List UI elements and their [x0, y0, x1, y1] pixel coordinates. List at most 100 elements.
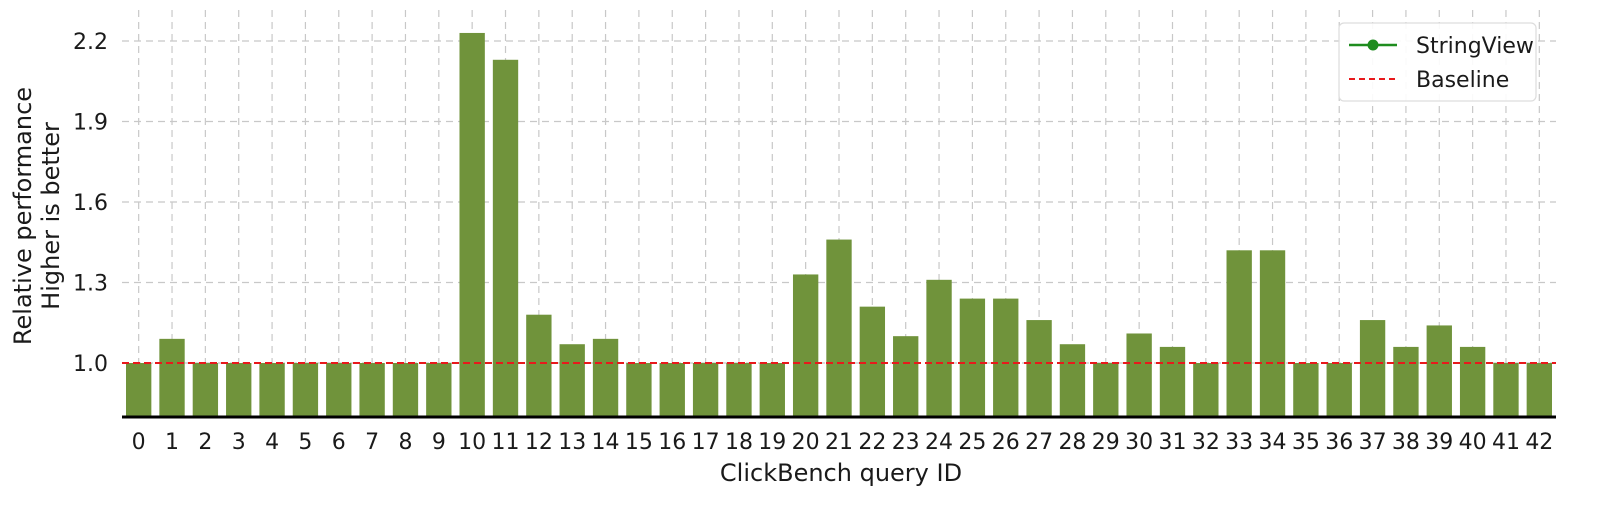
bar-query-26 [993, 298, 1019, 416]
bar-query-25 [959, 298, 986, 416]
bar-query-12 [526, 314, 552, 416]
bar-query-24 [926, 279, 952, 416]
x-tick-label: 37 [1359, 430, 1387, 455]
bars [126, 32, 1552, 417]
bar-query-3 [226, 363, 252, 416]
y-axis-label-line-1: Relative performance [9, 87, 37, 345]
x-tick-label: 3 [232, 430, 246, 455]
y-tick-label: 2.2 [73, 30, 108, 55]
x-tick-label: 32 [1192, 430, 1220, 455]
bar-query-9 [426, 363, 452, 416]
x-tick-label: 24 [925, 430, 953, 455]
bar-query-38 [1393, 346, 1419, 416]
bar-query-17 [692, 363, 719, 416]
bar-query-5 [292, 363, 319, 416]
x-tick-label: 5 [298, 430, 312, 455]
x-tick-label: 21 [825, 430, 853, 455]
bar-query-23 [893, 336, 919, 416]
y-axis-label-line-2: Higher is better [37, 122, 65, 310]
x-tick-label: 10 [458, 430, 486, 455]
x-tick-label: 22 [858, 430, 886, 455]
y-tick-label: 1.0 [73, 352, 108, 377]
x-tick-label: 34 [1259, 430, 1287, 455]
x-tick-label: 14 [592, 430, 620, 455]
bar-query-16 [659, 363, 685, 416]
x-tick-label: 6 [332, 430, 346, 455]
x-tick-label: 4 [265, 430, 279, 455]
x-tick-label: 38 [1392, 430, 1420, 455]
bar-query-39 [1426, 325, 1452, 416]
bar-query-29 [1093, 363, 1119, 416]
bar-query-8 [392, 363, 419, 416]
x-tick-label: 42 [1525, 430, 1553, 455]
bar-query-15 [626, 363, 652, 416]
bar-query-28 [1059, 344, 1086, 416]
x-tick-label: 23 [892, 430, 920, 455]
y-tick-label: 1.3 [73, 272, 108, 297]
bar-query-14 [592, 338, 619, 416]
x-tick-label: 15 [625, 430, 653, 455]
legend-stringview-marker [1367, 39, 1379, 51]
bar-query-2 [192, 363, 219, 416]
bar-query-42 [1526, 363, 1552, 416]
x-tick-label: 28 [1058, 430, 1086, 455]
x-tick-label: 41 [1492, 430, 1520, 455]
x-tick-label: 16 [658, 430, 686, 455]
bar-query-13 [559, 344, 585, 416]
bar-query-27 [1026, 320, 1052, 416]
x-tick-label: 2 [198, 430, 212, 455]
x-tick-label: 26 [992, 430, 1020, 455]
x-tick-labels: 0 1 2 3 4 5 6 7 8 9 10 11 12 13 14 15 16 17 18 19 20 21 22 23 24… [132, 430, 1554, 455]
legend-baseline-label: Baseline [1416, 68, 1509, 93]
x-tick-label: 36 [1325, 430, 1353, 455]
x-tick-label: 29 [1092, 430, 1120, 455]
bar-query-4 [259, 363, 285, 416]
x-tick-label: 12 [525, 430, 553, 455]
x-tick-label: 11 [492, 430, 520, 455]
bar-query-37 [1359, 320, 1386, 416]
x-tick-label: 20 [792, 430, 820, 455]
bar-query-32 [1193, 363, 1219, 416]
bar-query-21 [826, 239, 852, 416]
x-tick-label: 31 [1158, 430, 1186, 455]
bar-query-11 [492, 59, 519, 417]
x-tick-label: 13 [558, 430, 586, 455]
bar-query-31 [1159, 346, 1186, 416]
legend-stringview-label: StringView [1416, 34, 1534, 59]
bar-query-18 [726, 363, 752, 416]
bar-query-1 [159, 338, 185, 416]
x-tick-label: 9 [432, 430, 446, 455]
x-tick-label: 7 [365, 430, 379, 455]
x-tick-label: 30 [1125, 430, 1153, 455]
x-tick-label: 1 [165, 430, 179, 455]
x-tick-label: 17 [692, 430, 720, 455]
bar-query-36 [1326, 363, 1352, 416]
bar-query-41 [1493, 363, 1519, 416]
legend: StringView Baseline [1338, 22, 1537, 102]
bar-query-33 [1226, 250, 1252, 416]
bar-query-0 [126, 363, 152, 416]
bar-query-20 [792, 274, 819, 416]
bar-query-6 [326, 363, 352, 416]
y-tick-label: 1.9 [73, 111, 108, 136]
x-axis-label: ClickBench query ID [720, 459, 962, 487]
x-tick-label: 39 [1425, 430, 1453, 455]
bar-query-40 [1459, 346, 1486, 416]
x-tick-label: 40 [1459, 430, 1487, 455]
x-tick-label: 0 [132, 430, 146, 455]
bar-query-19 [759, 363, 785, 416]
bar-query-7 [359, 363, 385, 416]
x-tick-label: 33 [1225, 430, 1253, 455]
bar-query-35 [1293, 363, 1319, 416]
x-tick-label: 35 [1292, 430, 1320, 455]
x-tick-label: 19 [758, 430, 786, 455]
legend-box [1338, 22, 1537, 102]
bar-query-22 [859, 306, 886, 416]
x-tick-label: 27 [1025, 430, 1053, 455]
bar-query-34 [1259, 250, 1286, 416]
x-tick-label: 8 [398, 430, 412, 455]
y-tick-label: 1.6 [73, 191, 108, 216]
x-tick-label: 25 [958, 430, 986, 455]
x-tick-label: 18 [725, 430, 753, 455]
